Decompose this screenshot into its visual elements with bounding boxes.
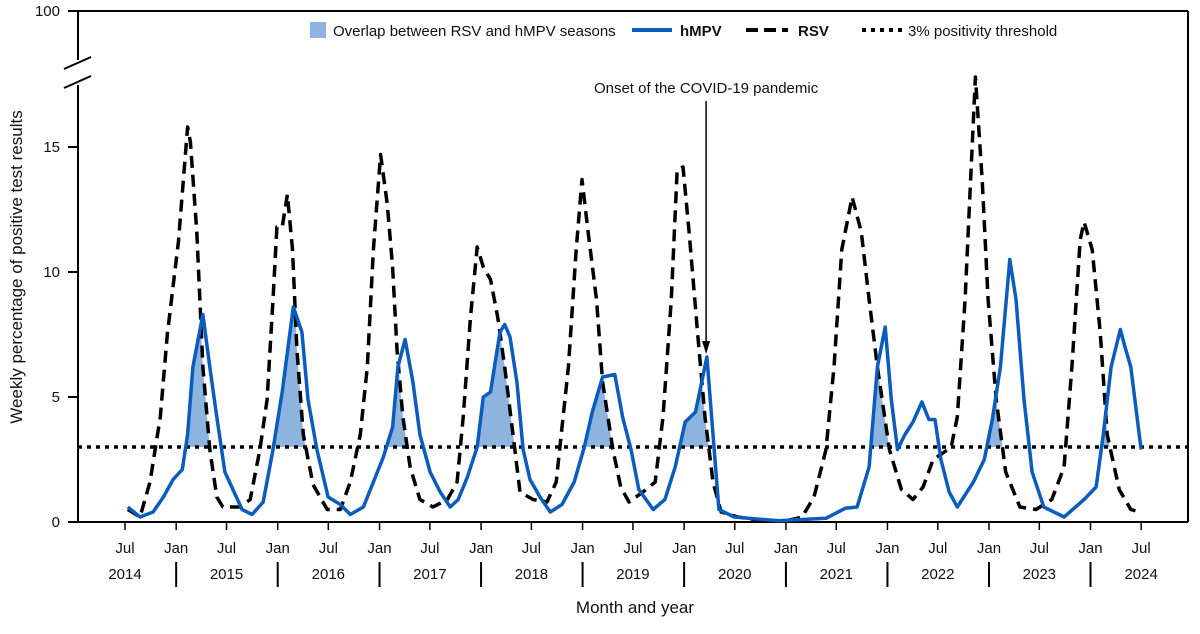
y-axis-title: Weekly percentage of positive test resul…	[7, 110, 26, 423]
y-tick-label: 100	[35, 3, 60, 20]
y-tick-label: 0	[52, 514, 60, 531]
year-label: 2019	[616, 566, 649, 583]
x-axis-title: Month and year	[576, 598, 694, 617]
x-tick-label: Jan	[570, 540, 594, 557]
y-tick-label: 5	[52, 389, 60, 406]
x-tick-label: Jan	[1078, 540, 1102, 557]
covid-annotation: Onset of the COVID-19 pandemic	[594, 80, 819, 354]
x-tick-label: Jul	[217, 540, 236, 557]
axes: 0 5 10 15 100 Jul Jan Jul Jan Jul Jan Jul Jan Jul Jan J…	[35, 3, 1189, 587]
year-label: 2022	[921, 566, 954, 583]
rsv-line	[126, 75, 1140, 523]
year-label: 2018	[515, 566, 548, 583]
annotation-text: Onset of the COVID-19 pandemic	[594, 80, 819, 97]
x-tick-label: Jul	[928, 540, 947, 557]
year-label: 2016	[312, 566, 345, 583]
x-tick-label: Jul	[115, 540, 134, 557]
annotation-arrow-head	[702, 341, 711, 354]
x-tick-label: Jul	[1030, 540, 1049, 557]
x-tick-label: Jan	[672, 540, 696, 557]
year-label: 2014	[108, 566, 141, 583]
year-label: 2023	[1023, 566, 1056, 583]
y-tick-label: 15	[43, 139, 60, 156]
x-tick-label: Jan	[367, 540, 391, 557]
year-label: 2015	[210, 566, 243, 583]
legend-rsv-label: RSV	[798, 23, 829, 40]
axis-break-mark	[63, 75, 92, 89]
overlap-area	[273, 307, 306, 447]
hmpv-line	[126, 257, 1143, 523]
legend-overlap-swatch	[310, 22, 326, 38]
legend-threshold-label: 3% positivity threshold	[908, 23, 1057, 40]
legend: Overlap between RSV and hMPV seasons hMP…	[310, 22, 1057, 40]
overlap-area	[477, 333, 515, 447]
x-tick-label: Jan	[977, 540, 1001, 557]
x-tick-label: Jul	[623, 540, 642, 557]
x-tick-label: Jan	[469, 540, 493, 557]
series-layer	[78, 75, 1188, 523]
legend-hmpv-label: hMPV	[680, 23, 722, 40]
x-tick-label: Jul	[725, 540, 744, 557]
x-tick-label: Jan	[164, 540, 188, 557]
x-tick-label: Jul	[1132, 540, 1151, 557]
x-tick-label: Jul	[522, 540, 541, 557]
legend-overlap-label: Overlap between RSV and hMPV seasons	[333, 23, 616, 40]
axis-break-mark	[63, 56, 92, 70]
overlap-area	[871, 367, 889, 447]
x-tick-label: Jul	[319, 540, 338, 557]
year-label: 2021	[820, 566, 853, 583]
year-label: 2020	[718, 566, 751, 583]
overlap-area	[386, 365, 408, 447]
year-label: 2017	[413, 566, 446, 583]
y-tick-label: 10	[43, 264, 60, 281]
x-tick-label: Jan	[875, 540, 899, 557]
x-tick-label: Jul	[827, 540, 846, 557]
overlap-area	[584, 378, 613, 447]
x-tick-label: Jul	[420, 540, 439, 557]
overlap-layer	[185, 307, 1110, 447]
x-tick-label: Jan	[774, 540, 798, 557]
year-label: 2024	[1124, 566, 1157, 583]
x-tick-label: Jan	[266, 540, 290, 557]
overlap-area	[185, 324, 210, 447]
